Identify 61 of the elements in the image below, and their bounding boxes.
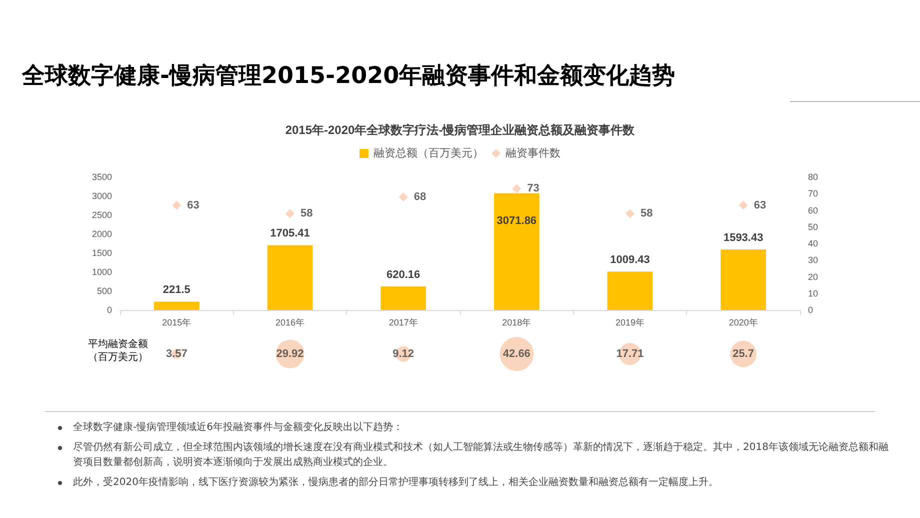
bar (267, 245, 313, 310)
point (738, 200, 748, 210)
point (172, 200, 182, 210)
y-tick-label: 500 (96, 286, 112, 296)
text: 平均融资金额（百万美元） (88, 338, 148, 363)
point (286, 209, 294, 218)
x-tick-label: 2019年 (615, 318, 645, 328)
y2-tick-label: 0 (808, 305, 814, 315)
y-tick-label: 3000 (92, 191, 112, 201)
point (398, 192, 408, 202)
data-label: 58 (640, 208, 653, 220)
point (626, 209, 634, 218)
bar (380, 286, 426, 310)
data-label: 25.7 (732, 348, 754, 360)
data-label: 3.57 (166, 348, 188, 360)
y-tick-label: 3500 (92, 172, 112, 182)
data-label: 63 (187, 199, 200, 212)
y-tick-label: 0 (106, 305, 112, 315)
x-tick-label: 2015年 (162, 318, 192, 328)
y2-tick-label: 70 (808, 188, 818, 199)
data-label: 1705.41 (270, 228, 310, 240)
data-label: 17.71 (616, 348, 644, 360)
y-tick-label: 2500 (92, 210, 112, 220)
text: 此外，受2020年疫情影响，线下医疗资源较为紧张，慢病患者的部分日常护理事项转移到了线上，相关企业融资数量和融资总额有一定幅度上升。 (73, 476, 720, 490)
point (512, 184, 522, 194)
data-label: 221.5 (162, 284, 190, 296)
y2-tick-label: 30 (808, 255, 818, 266)
y2-tick-label: 20 (808, 272, 818, 282)
text: 全球数字健康-慢病管理领域近6年投融资事件与金额变化反映出以下趋势： (73, 420, 404, 435)
chart-subtitle: 2015年-2020年全球数字疗法-慢病管理企业融资总额及融资事件数 (285, 123, 636, 137)
data-label: 1009.43 (610, 254, 650, 266)
chart-title: 全球数字健康-慢病管理2015-2020年融资事件和金额变化趋势 (22, 62, 676, 90)
x-tick-label: 2016年 (275, 318, 305, 328)
bar (154, 302, 200, 310)
data-label: 63 (754, 199, 766, 212)
y-tick-label: 1000 (92, 267, 112, 277)
data-label: 3071.86 (496, 214, 537, 227)
x-tick-label: 2017年 (388, 318, 418, 328)
x-tick-label: 2020年 (728, 318, 758, 328)
text: 尽管仍然有新公司成立，但全球范围内该领域的增长速度在没有商业模式和技术（如人工智能算法或生物传感等）革新的情况下，逐渐趋于稳定。其中，2018年该领域无论融资总额和融资项目数量都创新高，说明资本逐渐倾向于发展出成熟商业模式的企业。 (73, 440, 890, 470)
data-label: 620.16 (386, 268, 420, 281)
data-label: 73 (527, 182, 540, 195)
data-label: 29.92 (276, 348, 304, 360)
legend-label: 融资事件数 (506, 146, 560, 160)
data-label: 58 (300, 208, 313, 220)
data-label: 42.66 (502, 348, 530, 360)
x-tick-label: 2018年 (502, 318, 532, 328)
data-label: 68 (414, 190, 426, 203)
legend-label: 融资总额（百万美元） (374, 146, 484, 160)
bar (720, 249, 766, 310)
y-tick-label: 2000 (92, 229, 112, 239)
y2-tick-label: 80 (808, 172, 818, 182)
data-label: 9.12 (392, 348, 414, 360)
data-label: 1593.43 (723, 232, 764, 244)
y-tick-label: 1500 (92, 248, 112, 258)
y2-tick-label: 60 (808, 205, 818, 216)
bar (494, 193, 540, 310)
y2-tick-label: 50 (808, 222, 818, 232)
bar (607, 272, 653, 310)
y2-tick-label: 40 (808, 238, 818, 248)
y2-tick-label: 10 (808, 288, 818, 298)
